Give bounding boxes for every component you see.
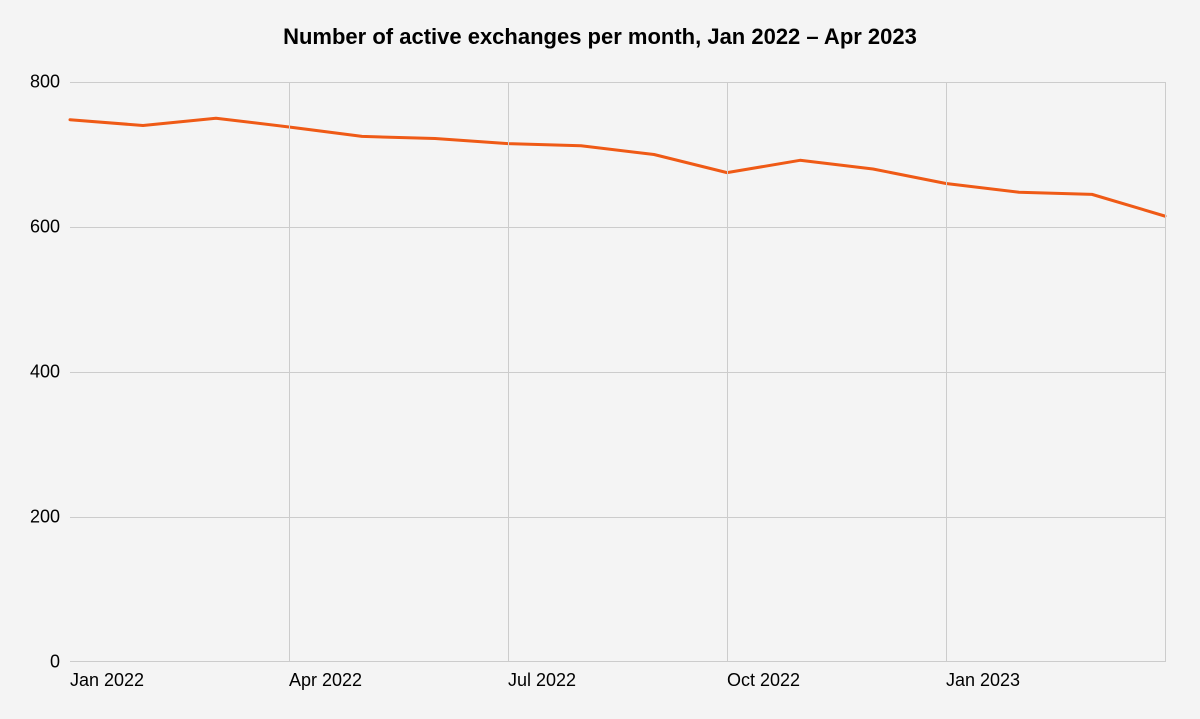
gridline-vertical bbox=[289, 82, 290, 662]
line-series bbox=[70, 118, 1165, 216]
x-axis-tick-label: Jan 2022 bbox=[70, 662, 144, 691]
x-axis-tick-label: Apr 2022 bbox=[289, 662, 362, 691]
gridline-vertical bbox=[1165, 82, 1166, 662]
gridline-horizontal bbox=[70, 82, 1165, 83]
y-axis-tick-label: 200 bbox=[30, 507, 70, 528]
gridline-horizontal bbox=[70, 227, 1165, 228]
gridline-vertical bbox=[946, 82, 947, 662]
y-axis-tick-label: 600 bbox=[30, 217, 70, 238]
gridline-horizontal bbox=[70, 517, 1165, 518]
chart-title: Number of active exchanges per month, Ja… bbox=[0, 24, 1200, 50]
x-axis-tick-label: Jul 2022 bbox=[508, 662, 576, 691]
y-axis-tick-label: 800 bbox=[30, 72, 70, 93]
gridline-horizontal bbox=[70, 372, 1165, 373]
y-axis-tick-label: 400 bbox=[30, 362, 70, 383]
gridline-vertical bbox=[727, 82, 728, 662]
x-axis-tick-label: Oct 2022 bbox=[727, 662, 800, 691]
y-axis-tick-label: 0 bbox=[50, 652, 70, 673]
line-chart: Number of active exchanges per month, Ja… bbox=[0, 0, 1200, 719]
gridline-vertical bbox=[508, 82, 509, 662]
x-axis-tick-label: Jan 2023 bbox=[946, 662, 1020, 691]
plot-area: 0200400600800Jan 2022Apr 2022Jul 2022Oct… bbox=[70, 82, 1165, 662]
